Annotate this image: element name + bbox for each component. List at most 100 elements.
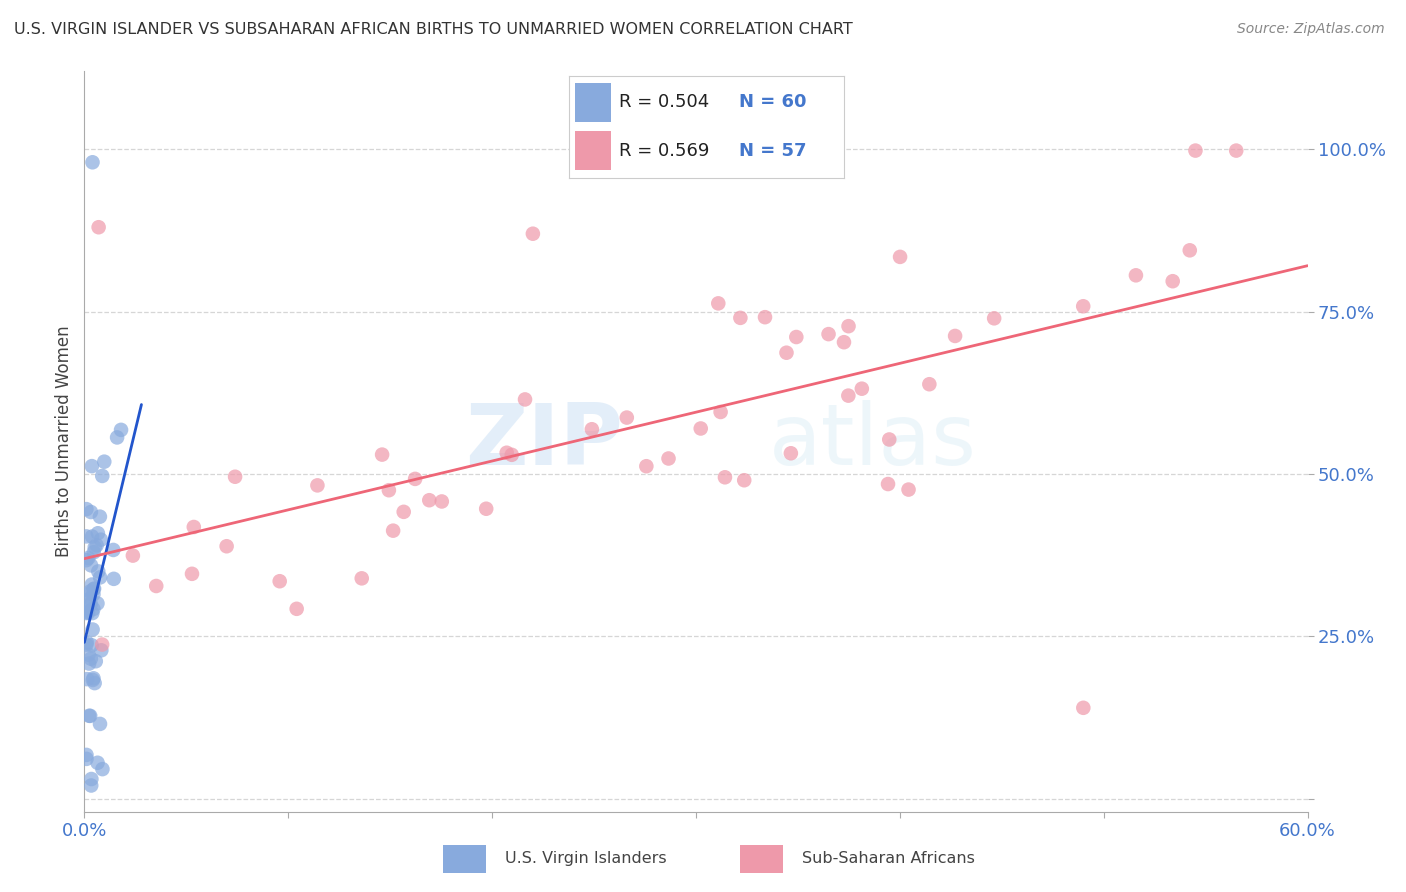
Point bbox=[1178, 244, 1201, 258]
Text: U.S. Virgin Islanders: U.S. Virgin Islanders bbox=[505, 851, 666, 866]
Point bbox=[80, 638, 103, 652]
Text: N = 60: N = 60 bbox=[740, 94, 807, 112]
Point bbox=[775, 345, 797, 359]
Point bbox=[636, 459, 658, 474]
Point bbox=[103, 543, 125, 558]
Point bbox=[87, 526, 110, 541]
Point bbox=[215, 539, 238, 553]
Point bbox=[77, 708, 100, 723]
Point bbox=[90, 533, 112, 547]
Point bbox=[82, 671, 104, 685]
Point bbox=[75, 502, 97, 516]
Point bbox=[83, 676, 105, 690]
Point bbox=[522, 227, 544, 241]
Point bbox=[837, 389, 859, 403]
Point bbox=[80, 558, 103, 573]
Point bbox=[122, 549, 145, 563]
Point bbox=[1071, 299, 1094, 313]
Point bbox=[89, 717, 111, 731]
Point bbox=[513, 392, 536, 407]
Point bbox=[105, 430, 128, 444]
Point bbox=[79, 709, 101, 723]
Point bbox=[710, 405, 733, 419]
Point bbox=[269, 574, 291, 589]
Point bbox=[76, 752, 98, 766]
Point bbox=[82, 673, 104, 687]
Point bbox=[80, 505, 103, 519]
Text: Sub-Saharan Africans: Sub-Saharan Africans bbox=[801, 851, 974, 866]
Point bbox=[838, 319, 860, 334]
Point bbox=[91, 469, 114, 483]
Point bbox=[1125, 268, 1147, 283]
Point bbox=[83, 582, 105, 596]
Point bbox=[707, 296, 730, 310]
Point bbox=[183, 520, 205, 534]
Point bbox=[110, 423, 132, 437]
Point bbox=[1161, 274, 1184, 288]
Point bbox=[392, 505, 415, 519]
Text: R = 0.569: R = 0.569 bbox=[619, 142, 709, 160]
Point bbox=[80, 597, 103, 611]
Point bbox=[83, 545, 105, 559]
Point bbox=[75, 553, 97, 567]
Point bbox=[1225, 144, 1247, 158]
Point bbox=[382, 524, 405, 538]
Point bbox=[103, 572, 125, 586]
Y-axis label: Births to Unmarried Women: Births to Unmarried Women bbox=[55, 326, 73, 558]
Bar bbox=[740, 845, 783, 872]
Point bbox=[80, 651, 103, 665]
Point bbox=[285, 602, 308, 616]
Point bbox=[79, 591, 101, 606]
Point bbox=[91, 762, 114, 776]
Text: atlas: atlas bbox=[769, 400, 977, 483]
Point bbox=[82, 155, 104, 169]
Point bbox=[224, 469, 246, 483]
Point bbox=[75, 529, 97, 543]
Point bbox=[145, 579, 167, 593]
Bar bbox=[443, 845, 486, 872]
Point bbox=[82, 623, 104, 637]
Point bbox=[350, 571, 373, 585]
Point bbox=[889, 250, 911, 264]
Point bbox=[1184, 144, 1206, 158]
Point bbox=[83, 540, 105, 554]
Point bbox=[80, 530, 103, 544]
Point bbox=[89, 570, 111, 584]
Point bbox=[785, 330, 807, 344]
Point bbox=[91, 638, 114, 652]
Text: R = 0.504: R = 0.504 bbox=[619, 94, 709, 112]
Point bbox=[404, 472, 426, 486]
Point bbox=[93, 455, 115, 469]
Point bbox=[733, 473, 755, 487]
Point bbox=[371, 448, 394, 462]
Point bbox=[90, 643, 112, 657]
Point bbox=[87, 565, 110, 579]
Point bbox=[84, 654, 107, 668]
Text: ZIP: ZIP bbox=[465, 400, 623, 483]
Point bbox=[877, 433, 900, 447]
Point bbox=[76, 635, 98, 649]
Point bbox=[430, 494, 453, 508]
Point bbox=[817, 327, 839, 342]
Point bbox=[89, 509, 111, 524]
Point bbox=[714, 470, 737, 484]
Point bbox=[983, 311, 1005, 326]
Point bbox=[86, 538, 108, 552]
Point bbox=[418, 493, 440, 508]
Text: U.S. VIRGIN ISLANDER VS SUBSAHARAN AFRICAN BIRTHS TO UNMARRIED WOMEN CORRELATION: U.S. VIRGIN ISLANDER VS SUBSAHARAN AFRIC… bbox=[14, 22, 853, 37]
Point bbox=[77, 606, 100, 620]
Point bbox=[779, 446, 801, 460]
Point bbox=[75, 638, 97, 652]
Point bbox=[754, 310, 776, 325]
Point bbox=[80, 779, 103, 793]
Point bbox=[77, 648, 100, 662]
Point bbox=[877, 477, 900, 491]
Point bbox=[76, 605, 98, 619]
Bar bbox=[575, 83, 610, 122]
Point bbox=[79, 586, 101, 600]
Point bbox=[616, 410, 638, 425]
Point bbox=[1073, 701, 1095, 715]
Point bbox=[689, 421, 711, 435]
Point bbox=[730, 310, 752, 325]
Point bbox=[82, 587, 104, 601]
